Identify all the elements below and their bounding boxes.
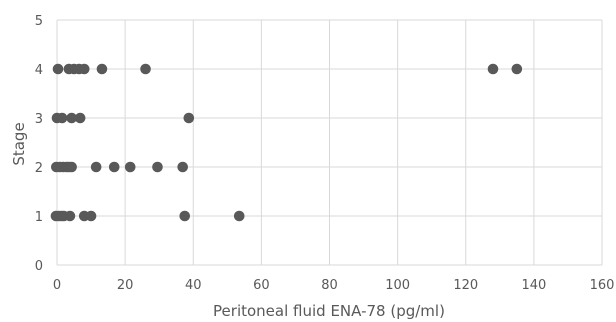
- data-point: [64, 210, 76, 222]
- y-tick-label: 0: [35, 259, 43, 274]
- data-point: [152, 161, 163, 173]
- data-points: [50, 63, 523, 222]
- x-tick-label: 20: [117, 278, 134, 293]
- data-point: [66, 112, 77, 124]
- grid-lines: [56, 19, 603, 266]
- x-tick-label: 100: [385, 278, 410, 293]
- data-point: [140, 63, 151, 75]
- data-point: [96, 63, 108, 75]
- data-point: [108, 161, 120, 173]
- x-axis-title: Peritoneal fluid ENA-78 (pg/ml): [213, 302, 445, 320]
- x-tick-label: 160: [590, 278, 615, 293]
- data-point: [56, 112, 68, 124]
- y-tick-label: 4: [35, 63, 43, 78]
- data-point: [78, 63, 90, 75]
- x-tick-label: 120: [453, 278, 478, 293]
- data-point: [90, 161, 102, 173]
- y-tick-label: 3: [35, 112, 43, 127]
- x-tick-label: 80: [321, 278, 338, 293]
- y-tick-label: 1: [35, 210, 43, 225]
- data-point: [85, 210, 97, 222]
- x-tick-label: 40: [185, 278, 202, 293]
- y-axis-title: Stage: [10, 122, 28, 165]
- data-point: [177, 161, 188, 173]
- y-tick-label: 5: [35, 14, 43, 29]
- y-tick-label: 2: [35, 161, 43, 176]
- data-point: [179, 210, 191, 222]
- tick-labels: 0 20 40 60 80 100 120 140 160 0 1 2 3 4 5: [35, 14, 615, 293]
- data-point: [124, 161, 136, 173]
- x-tick-label: 0: [53, 278, 61, 293]
- data-point: [52, 63, 64, 75]
- data-point: [66, 161, 77, 173]
- data-point: [74, 112, 86, 124]
- data-point: [511, 63, 523, 75]
- data-point: [233, 210, 245, 222]
- data-point: [183, 112, 195, 124]
- x-tick-label: 60: [253, 278, 270, 293]
- data-point: [487, 63, 499, 75]
- x-tick-label: 140: [521, 278, 546, 293]
